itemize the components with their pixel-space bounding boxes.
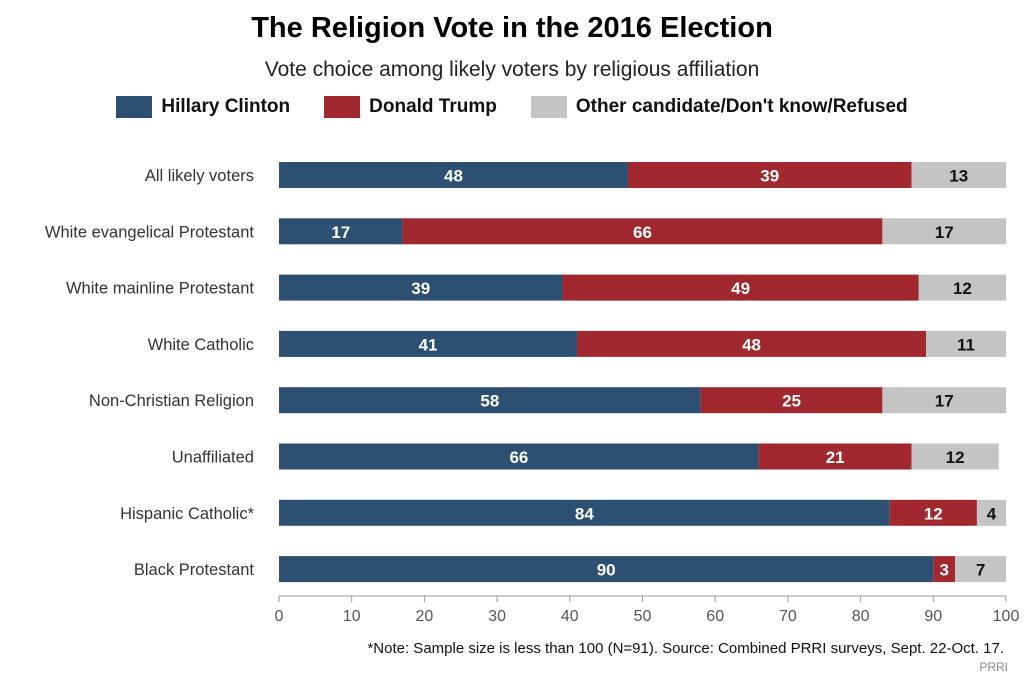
data-label-donald-trump-all-likely-voters: 39 bbox=[760, 167, 779, 186]
bar-hillary-clinton-white-mainline-protestant bbox=[279, 274, 563, 301]
bar-other-candidate-don-t-know-refused-white-catholic bbox=[926, 330, 1006, 357]
legend-swatch-clinton bbox=[116, 96, 153, 118]
bar-hillary-clinton-hispanic-catholic bbox=[279, 499, 890, 526]
bar-donald-trump-non-christian-religion bbox=[700, 387, 883, 414]
data-label-other-candidate-don-t-know-refused-black-protestant: 7 bbox=[976, 561, 985, 580]
bar-hillary-clinton-unaffiliated bbox=[279, 443, 759, 470]
category-label-non-christian-religion: Non-Christian Religion bbox=[89, 392, 254, 410]
data-label-donald-trump-white-evangelical-protestant: 66 bbox=[633, 223, 652, 242]
bar-hillary-clinton-all-likely-voters bbox=[279, 162, 628, 188]
x-tick-label-30: 30 bbox=[488, 608, 506, 625]
data-label-hillary-clinton-white-catholic: 41 bbox=[419, 335, 438, 354]
legend-item-clinton: Hillary Clinton bbox=[116, 96, 290, 118]
legend-label-trump: Donald Trump bbox=[369, 96, 497, 117]
data-label-hillary-clinton-white-mainline-protestant: 39 bbox=[411, 279, 430, 298]
data-label-other-candidate-don-t-know-refused-hispanic-catholic: 4 bbox=[987, 504, 997, 523]
bar-donald-trump-hispanic-catholic bbox=[889, 499, 977, 526]
data-label-donald-trump-white-catholic: 48 bbox=[742, 335, 761, 354]
bar-other-candidate-don-t-know-refused-white-evangelical-protestant bbox=[882, 218, 1006, 245]
data-label-other-candidate-don-t-know-refused-non-christian-religion: 17 bbox=[935, 392, 954, 411]
category-label-white-mainline-protestant: White mainline Protestant bbox=[66, 280, 254, 298]
category-label-hispanic-catholic: Hispanic Catholic* bbox=[120, 505, 254, 523]
data-label-hillary-clinton-non-christian-religion: 58 bbox=[480, 392, 499, 411]
x-tick-label-20: 20 bbox=[416, 608, 434, 625]
x-tick-label-70: 70 bbox=[779, 608, 797, 625]
legend-swatch-trump bbox=[324, 96, 361, 118]
bar-donald-trump-white-evangelical-protestant bbox=[402, 218, 883, 245]
x-tick-label-100: 100 bbox=[993, 608, 1020, 625]
x-tick-label-10: 10 bbox=[343, 608, 361, 625]
x-tick-label-60: 60 bbox=[706, 608, 724, 625]
data-label-donald-trump-white-mainline-protestant: 49 bbox=[731, 279, 750, 298]
x-tick-label-90: 90 bbox=[924, 608, 942, 625]
brand-label: PRRI bbox=[979, 660, 1008, 674]
legend-swatch-other bbox=[530, 96, 567, 118]
bar-other-candidate-don-t-know-refused-black-protestant bbox=[955, 556, 1006, 583]
data-label-other-candidate-don-t-know-refused-white-evangelical-protestant: 17 bbox=[935, 223, 954, 242]
legend-item-other: Other candidate/Don't know/Refused bbox=[530, 96, 908, 118]
data-label-donald-trump-unaffiliated: 21 bbox=[826, 448, 845, 467]
bar-hillary-clinton-white-catholic bbox=[279, 330, 578, 357]
x-tick-label-0: 0 bbox=[275, 608, 284, 625]
chart-subtitle: Vote choice among likely voters by relig… bbox=[264, 58, 760, 81]
bar-hillary-clinton-non-christian-religion bbox=[279, 387, 701, 414]
data-label-hillary-clinton-all-likely-voters: 48 bbox=[444, 167, 463, 186]
legend-label-clinton: Hillary Clinton bbox=[161, 96, 291, 117]
x-tick-label-80: 80 bbox=[852, 608, 870, 625]
data-label-other-candidate-don-t-know-refused-white-mainline-protestant: 12 bbox=[953, 279, 972, 298]
category-label-unaffiliated: Unaffiliated bbox=[172, 449, 254, 467]
bar-donald-trump-all-likely-voters bbox=[627, 162, 912, 188]
bar-donald-trump-white-catholic bbox=[577, 330, 927, 357]
x-tick-label-50: 50 bbox=[634, 608, 652, 625]
data-label-other-candidate-don-t-know-refused-white-catholic: 11 bbox=[957, 335, 975, 354]
data-label-donald-trump-hispanic-catholic: 12 bbox=[924, 504, 943, 523]
x-tick-label-40: 40 bbox=[561, 608, 579, 625]
category-label-white-catholic: White Catholic bbox=[148, 336, 254, 354]
legend-item-trump: Donald Trump bbox=[324, 96, 497, 118]
bar-other-candidate-don-t-know-refused-hispanic-catholic bbox=[976, 499, 1006, 526]
bar-donald-trump-unaffiliated bbox=[758, 443, 912, 470]
data-label-hillary-clinton-black-protestant: 90 bbox=[597, 561, 616, 580]
bar-other-candidate-don-t-know-refused-unaffiliated bbox=[911, 443, 999, 470]
bar-other-candidate-don-t-know-refused-non-christian-religion bbox=[882, 387, 1006, 414]
data-label-hillary-clinton-unaffiliated: 66 bbox=[509, 448, 528, 467]
legend: Hillary Clinton Donald Trump Other candi… bbox=[0, 96, 1024, 118]
bar-other-candidate-don-t-know-refused-all-likely-voters bbox=[911, 162, 1006, 188]
data-label-hillary-clinton-hispanic-catholic: 84 bbox=[575, 504, 594, 523]
bar-other-candidate-don-t-know-refused-white-mainline-protestant bbox=[918, 274, 1006, 301]
category-label-black-protestant: Black Protestant bbox=[134, 561, 255, 579]
bar-hillary-clinton-black-protestant bbox=[279, 556, 934, 583]
data-label-donald-trump-non-christian-religion: 25 bbox=[782, 392, 801, 411]
data-label-donald-trump-black-protestant: 3 bbox=[939, 561, 948, 580]
legend-label-other: Other candidate/Don't know/Refused bbox=[575, 96, 908, 117]
category-label-white-evangelical-protestant: White evangelical Protestant bbox=[45, 223, 255, 241]
source-note: *Note: Sample size is less than 100 (N=9… bbox=[367, 640, 1004, 657]
bar-hillary-clinton-white-evangelical-protestant bbox=[279, 218, 403, 245]
data-label-other-candidate-don-t-know-refused-unaffiliated: 12 bbox=[946, 448, 965, 467]
bar-donald-trump-white-mainline-protestant bbox=[562, 274, 919, 301]
chart-title: The Religion Vote in the 2016 Election bbox=[251, 12, 773, 44]
data-label-other-candidate-don-t-know-refused-all-likely-voters: 13 bbox=[949, 167, 968, 186]
category-label-all-likely-voters: All likely voters bbox=[145, 167, 254, 185]
data-label-hillary-clinton-white-evangelical-protestant: 17 bbox=[331, 223, 350, 242]
bar-donald-trump-black-protestant bbox=[933, 556, 956, 583]
